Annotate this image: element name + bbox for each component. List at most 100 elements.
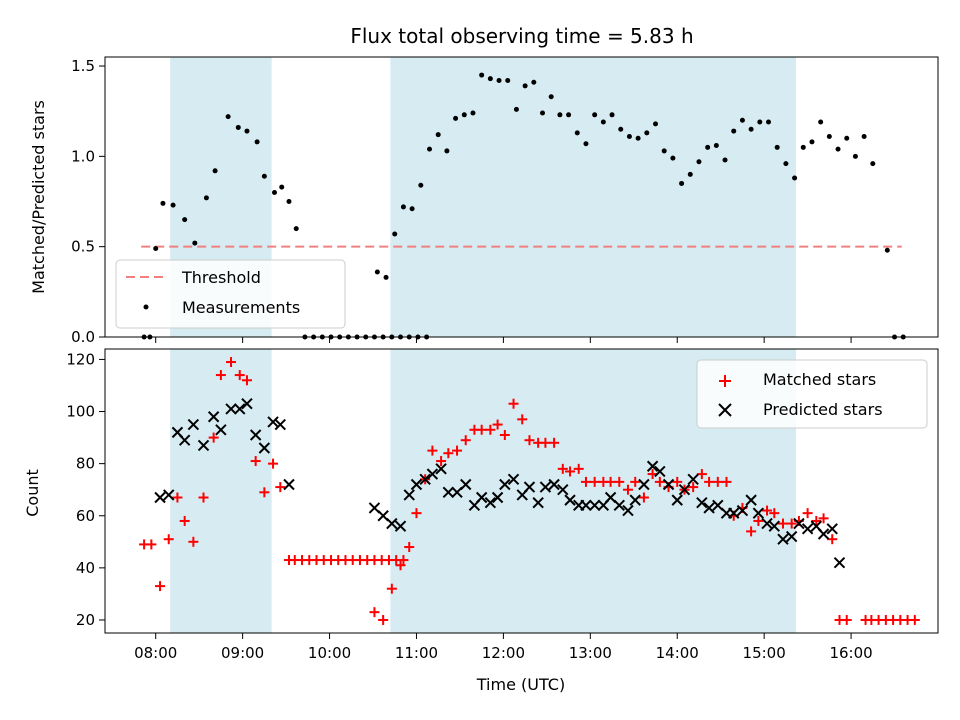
- measurement-point: [852, 153, 858, 159]
- matched-star-point: [188, 536, 199, 547]
- predicted-star-point: [215, 424, 227, 436]
- matched-legend-label: Matched stars: [763, 370, 876, 389]
- x-tick-label: 14:00: [656, 644, 699, 662]
- matched-star-point: [499, 429, 510, 440]
- predicted-star-point: [187, 418, 200, 431]
- measurement-point: [453, 115, 459, 121]
- measurement-point: [557, 112, 563, 118]
- predicted-star-point: [274, 418, 286, 431]
- matched-star-point: [769, 508, 780, 519]
- bottom-y-ticks: 20 40 60 80 100 120: [66, 350, 105, 629]
- matched-star-point: [476, 424, 487, 435]
- measurement-point: [427, 146, 433, 152]
- x-axis-label: Time (UTC): [476, 675, 565, 694]
- predicted-star-point: [197, 439, 210, 452]
- predicted-star-point: [499, 478, 511, 491]
- predicted-star-point: [523, 481, 536, 493]
- bottom-legend-box: [696, 359, 928, 429]
- predicted-star-point: [283, 478, 295, 491]
- predicted-star-point: [826, 523, 838, 535]
- x-tick-label: 08:00: [134, 644, 177, 662]
- matched-star-point: [909, 614, 920, 625]
- predicted-star-point: [761, 517, 773, 530]
- matched-star-point: [443, 448, 454, 459]
- measurement-point: [800, 144, 806, 150]
- matched-star-point: [688, 482, 699, 493]
- measurement-point: [618, 126, 624, 132]
- matched-star-point: [549, 437, 560, 448]
- x-tick-label: 09:00: [221, 644, 264, 662]
- measurement-point: [286, 199, 292, 205]
- measurement-point: [861, 133, 867, 139]
- predicted-star-point: [386, 517, 398, 530]
- predicted-star-point: [817, 528, 830, 540]
- predicted-star-point: [410, 478, 423, 491]
- matched-star-point: [163, 534, 174, 545]
- matched-star-point: [172, 492, 183, 503]
- predicted-star-point: [629, 494, 641, 506]
- measurements-series: [141, 72, 906, 340]
- matched-star-point: [198, 492, 209, 503]
- predicted-stars-series: [154, 398, 846, 569]
- measurement-point: [670, 155, 676, 161]
- y-tick-label: 0.5: [71, 238, 95, 256]
- predicted-star-point: [403, 489, 415, 501]
- measurement-point: [705, 144, 711, 150]
- predicted-star-point: [475, 491, 488, 504]
- measurement-point: [835, 146, 841, 152]
- measurement-point: [444, 148, 450, 154]
- matched-star-point: [508, 398, 519, 409]
- x-tick-label: 10:00: [308, 644, 351, 662]
- predicted-star-point: [163, 489, 175, 501]
- matched-star-point: [622, 484, 633, 495]
- measurement-point: [809, 139, 815, 145]
- predicted-star-point: [154, 491, 166, 504]
- matched-star-point: [721, 476, 732, 487]
- matched-star-point: [753, 515, 764, 526]
- y-tick-label: 120: [66, 350, 95, 368]
- matched-star-point: [638, 492, 649, 503]
- predicted-star-point: [833, 556, 846, 569]
- matched-star-point: [672, 476, 683, 487]
- measurement-point: [644, 130, 650, 136]
- matched-star-point: [565, 466, 576, 477]
- predicted-star-point: [736, 504, 749, 517]
- x-tick-label: 16:00: [829, 644, 872, 662]
- matched-star-point: [712, 476, 723, 487]
- predicted-star-point: [539, 481, 552, 493]
- matched-star-point: [378, 614, 389, 625]
- predicted-star-point: [241, 398, 253, 410]
- y-tick-label: 1.0: [71, 147, 95, 165]
- matched-star-point: [386, 583, 397, 594]
- matched-star-point: [411, 508, 422, 519]
- predicted-star-point: [638, 478, 650, 491]
- measurement-point: [279, 184, 285, 190]
- measurement-point: [409, 206, 415, 212]
- predicted-star-point: [613, 499, 625, 512]
- measurement-point: [661, 148, 667, 154]
- measurement-point: [583, 141, 589, 147]
- measurement-point: [653, 121, 659, 127]
- predicted-star-point: [662, 478, 675, 491]
- predicted-star-point: [678, 483, 691, 496]
- top-plot-frame: [104, 56, 939, 338]
- shaded-interval-1: [170, 349, 272, 633]
- predicted-star-point: [768, 520, 781, 532]
- measurement-point: [783, 161, 789, 167]
- predicted-star-point: [654, 465, 666, 478]
- matched-star-point: [234, 370, 245, 381]
- matched-star-point: [398, 555, 409, 566]
- measurement-point: [170, 202, 176, 208]
- measurement-point: [470, 110, 476, 116]
- matched-star-point: [614, 476, 625, 487]
- measurement-point: [722, 157, 728, 163]
- predicted-star-point: [258, 442, 271, 454]
- predicted-star-point: [532, 497, 544, 509]
- measurement-point: [261, 173, 267, 179]
- predicted-legend-label: Predicted stars: [763, 400, 883, 419]
- matched-star-point: [786, 518, 797, 529]
- measurement-point: [531, 79, 537, 85]
- predicted-star-point: [588, 499, 601, 512]
- predicted-star-point: [426, 468, 439, 480]
- measurement-point: [818, 119, 824, 125]
